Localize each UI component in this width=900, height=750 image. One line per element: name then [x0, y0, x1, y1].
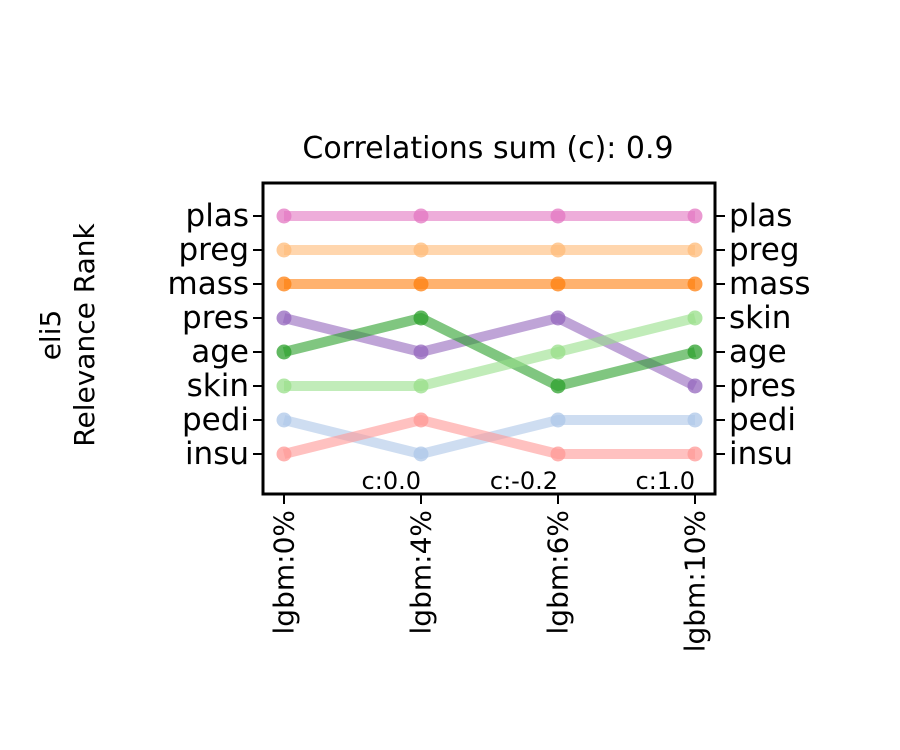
series-point-age-1 [413, 310, 429, 326]
plot-frame [261, 181, 717, 496]
left-rank-label-8: insu [185, 436, 249, 472]
x-tick-label-0: lgbm:0% [268, 510, 301, 634]
series-layer [276, 208, 703, 462]
x-tick-label-2: lgbm:6% [542, 510, 575, 634]
series-point-preg-1 [413, 242, 429, 258]
series-point-plas-2 [550, 208, 566, 224]
series-point-pres-2 [550, 310, 566, 326]
series-point-preg-3 [687, 242, 703, 258]
right-rank-label-4: skin [729, 300, 791, 336]
series-point-pres-0 [276, 310, 292, 326]
series-point-pres-1 [413, 344, 429, 360]
y-axis-label-line1: eli5 [34, 310, 67, 361]
right-rank-label-5: age [729, 334, 787, 370]
series-point-mass-1 [413, 276, 429, 292]
right-rank-label-3: mass [729, 266, 811, 302]
y-axis-label-line2: Relevance Rank [68, 223, 101, 447]
series-line-skin [284, 313, 697, 391]
right-rank-label-6: pres [729, 368, 796, 404]
series-point-age-2 [550, 378, 566, 394]
x-tick-label-3: lgbm:10% [679, 510, 712, 652]
series-point-age-3 [687, 344, 703, 360]
right-rank-label-7: pedi [729, 402, 796, 438]
annotation-layer: c:0.0 c:-0.2 c:1.0 [362, 467, 695, 495]
series-point-age-0 [276, 344, 292, 360]
chart-title: Correlations sum (c): 0.9 [302, 131, 673, 166]
right-rank-label-2: preg [729, 232, 800, 268]
left-rank-label-4: pres [182, 300, 249, 336]
series-point-skin-1 [413, 378, 429, 394]
x-tick-label-1: lgbm:4% [405, 510, 438, 634]
series-point-preg-2 [550, 242, 566, 258]
series-point-mass-3 [687, 276, 703, 292]
series-point-skin-3 [687, 310, 703, 326]
left-rank-label-7: pedi [182, 402, 249, 438]
correlation-annotation-3: c:1.0 [636, 467, 695, 495]
series-point-skin-0 [276, 378, 292, 394]
series-point-insu-1 [413, 412, 429, 428]
series-point-preg-0 [276, 242, 292, 258]
series-point-pedi-0 [276, 412, 292, 428]
series-point-insu-3 [687, 446, 703, 462]
series-point-plas-1 [413, 208, 429, 224]
left-rank-label-3: mass [168, 266, 250, 302]
series-point-insu-2 [550, 446, 566, 462]
left-rank-label-5: age [191, 334, 249, 370]
series-point-skin-2 [550, 344, 566, 360]
series-line-insu [282, 415, 695, 459]
series-point-pedi-1 [413, 446, 429, 462]
series-point-pres-3 [687, 378, 703, 394]
series-line-age [282, 313, 697, 391]
series-point-plas-3 [687, 208, 703, 224]
correlation-annotation-2: c:-0.2 [490, 467, 558, 495]
series-point-pedi-2 [550, 412, 566, 428]
series-point-pedi-3 [687, 412, 703, 428]
series-point-mass-2 [550, 276, 566, 292]
series-point-mass-0 [276, 276, 292, 292]
series-point-insu-0 [276, 446, 292, 462]
right-rank-label-8: insu [729, 436, 793, 472]
left-rank-label-2: preg [179, 232, 250, 268]
right-rank-label-1: plas [729, 198, 792, 234]
left-rank-label-1: plas [186, 198, 249, 234]
left-rank-label-6: skin [187, 368, 249, 404]
correlation-annotation-1: c:0.0 [362, 467, 421, 495]
series-point-plas-0 [276, 208, 292, 224]
